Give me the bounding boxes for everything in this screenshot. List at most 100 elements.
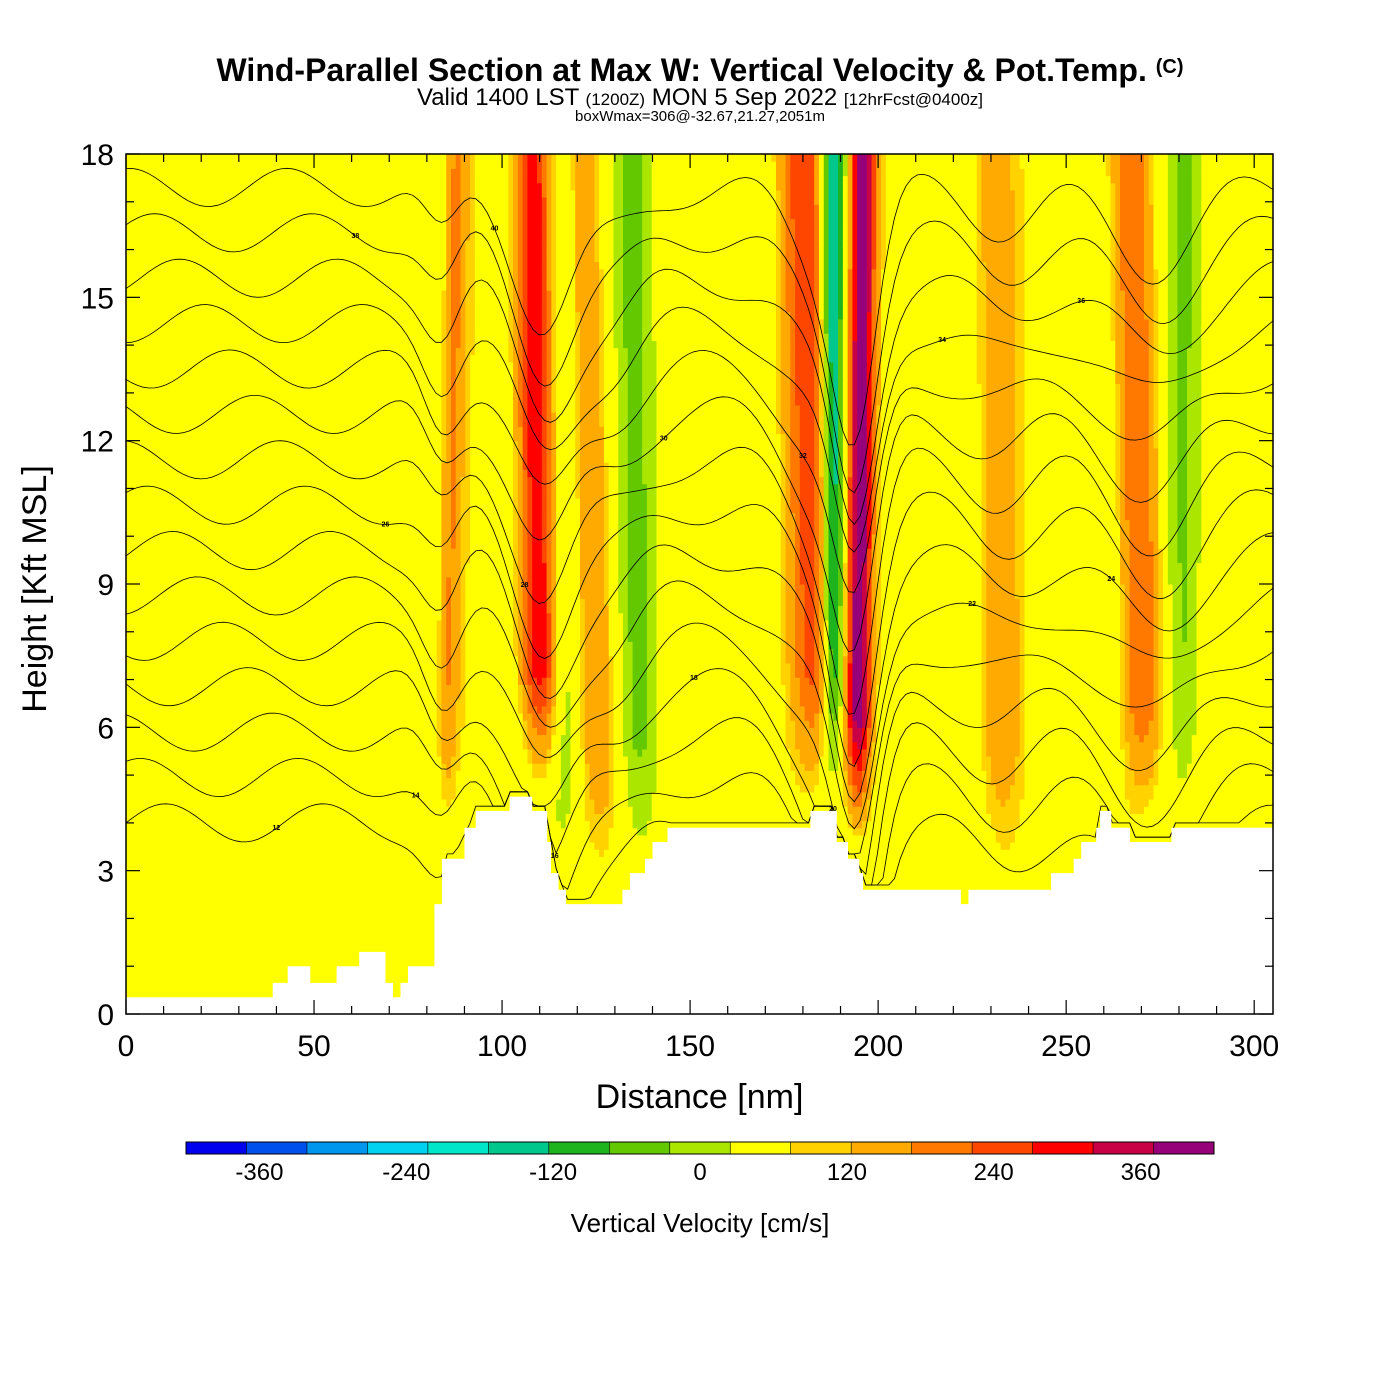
velocity-cell [298,434,303,442]
velocity-cell [217,849,222,857]
velocity-cell [312,355,317,363]
velocity-cell [188,613,193,621]
velocity-cell [159,563,164,571]
velocity-cell [312,462,317,470]
velocity-cell [136,670,141,678]
velocity-cell [226,813,231,821]
velocity-cell [322,563,327,571]
velocity-cell [188,928,193,936]
velocity-cell [183,462,188,470]
velocity-cell [183,570,188,578]
velocity-cell [207,720,212,728]
velocity-cell [193,520,198,528]
velocity-cell [312,828,317,836]
velocity-cell [226,534,231,542]
velocity-cell [140,512,145,520]
velocity-cell [288,269,293,277]
velocity-cell [217,692,222,700]
velocity-cell [308,183,313,191]
velocity-cell [207,211,212,219]
velocity-cell [250,412,255,420]
velocity-cell [207,462,212,470]
velocity-cell [250,534,255,542]
velocity-cell [131,570,136,578]
velocity-cell [126,907,131,915]
velocity-cell [293,799,298,807]
velocity-cell [226,369,231,377]
velocity-cell [169,821,174,829]
velocity-cell [174,369,179,377]
velocity-cell [207,785,212,793]
velocity-cell [217,727,222,735]
velocity-cell [164,269,169,277]
velocity-cell [140,312,145,320]
velocity-cell [164,742,169,750]
velocity-cell [303,283,308,291]
velocity-cell [222,842,227,850]
velocity-cell [265,649,270,657]
velocity-cell [260,326,265,334]
velocity-cell [308,312,313,320]
velocity-cell [126,262,131,270]
velocity-cell [169,713,174,721]
velocity-cell [140,778,145,786]
velocity-cell [188,405,193,413]
velocity-cell [231,813,236,821]
velocity-cell [279,226,284,234]
velocity-cell [150,792,155,800]
velocity-cell [298,950,303,958]
velocity-cell [188,491,193,499]
velocity-cell [274,376,279,384]
velocity-cell [179,520,184,528]
velocity-cell [288,541,293,549]
velocity-cell [260,405,265,413]
velocity-cell [155,778,160,786]
velocity-cell [217,606,222,614]
velocity-cell [179,276,184,284]
velocity-cell [155,598,160,606]
velocity-cell [217,914,222,922]
velocity-cell [145,247,150,255]
velocity-cell [284,312,289,320]
velocity-cell [174,692,179,700]
velocity-cell [183,247,188,255]
velocity-cell [245,792,250,800]
velocity-cell [255,821,260,829]
velocity-cell [126,276,131,284]
velocity-cell [284,362,289,370]
velocity-cell [150,305,155,313]
velocity-cell [155,441,160,449]
velocity-cell [164,677,169,685]
velocity-cell [236,606,241,614]
velocity-cell [255,878,260,886]
velocity-cell [250,247,255,255]
velocity-cell [288,849,293,857]
velocity-cell [245,219,250,227]
velocity-cell [198,864,203,872]
velocity-cell [236,971,241,979]
velocity-cell [226,577,231,585]
velocity-cell [269,921,274,929]
velocity-cell [136,849,141,857]
velocity-cell [212,670,217,678]
velocity-cell [293,699,298,707]
velocity-cell [312,419,317,427]
velocity-cell [303,606,308,614]
velocity-cell [202,555,207,563]
velocity-cell [150,312,155,320]
velocity-cell [145,154,150,162]
velocity-cell [274,197,279,205]
velocity-cell [164,914,169,922]
velocity-cell [131,333,136,341]
velocity-cell [202,197,207,205]
velocity-cell [312,441,317,449]
velocity-cell [150,620,155,628]
velocity-cell [250,254,255,262]
velocity-cell [136,305,141,313]
velocity-cell [231,907,236,915]
velocity-cell [155,899,160,907]
velocity-cell [150,197,155,205]
velocity-cell [145,627,150,635]
velocity-cell [317,692,322,700]
velocity-cell [207,369,212,377]
